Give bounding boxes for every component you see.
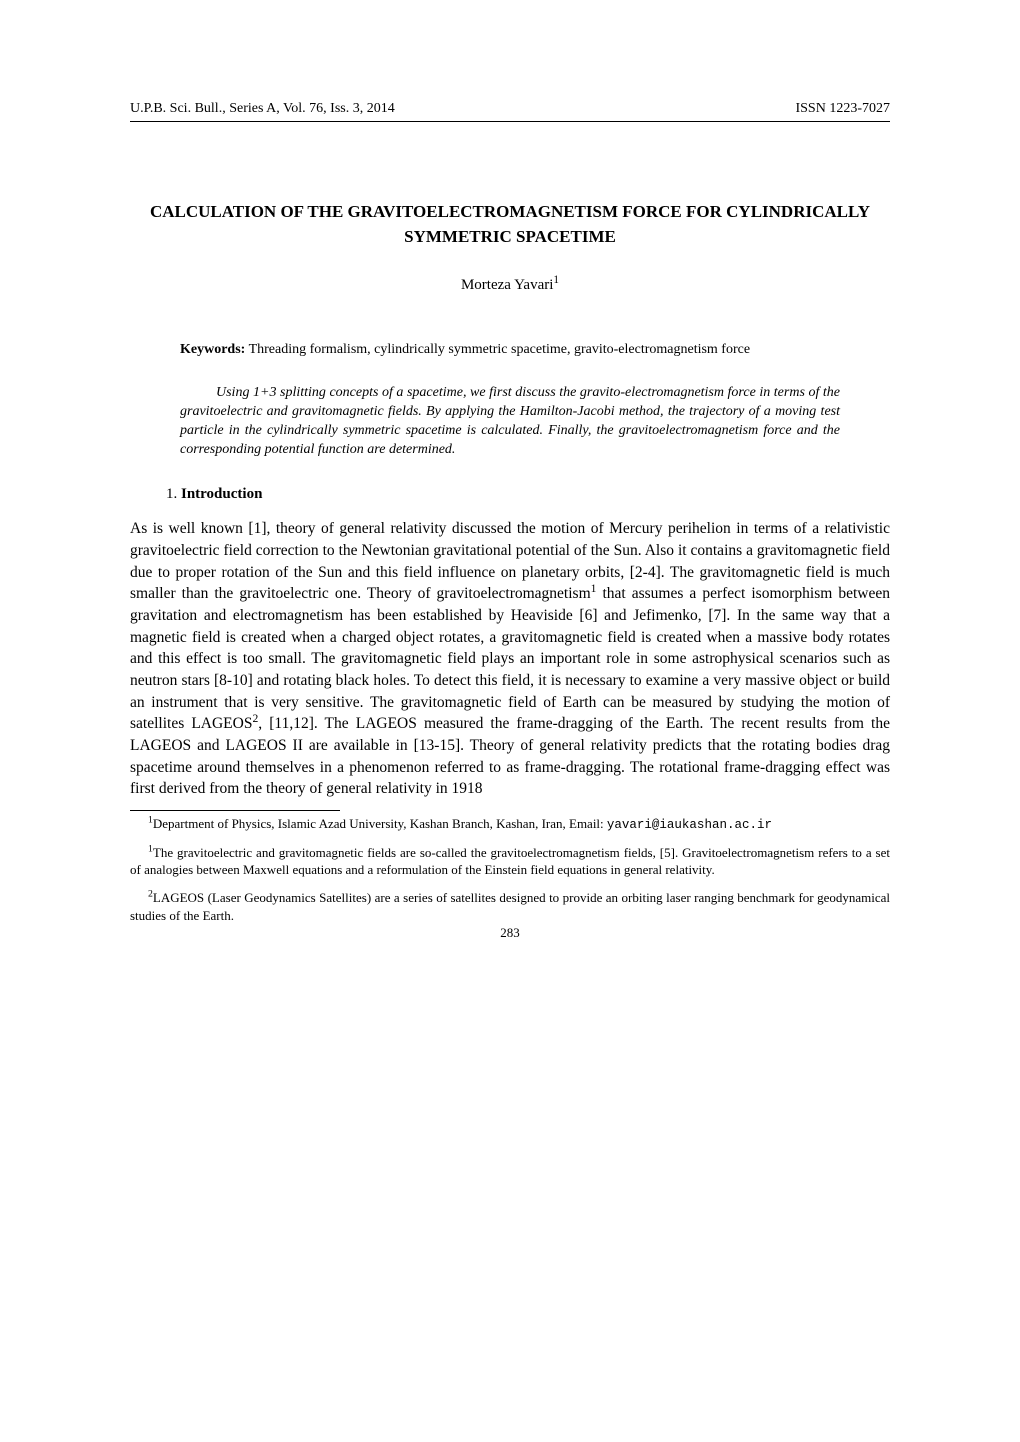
body-paragraph: As is well known [1], theory of general … (130, 518, 890, 800)
affil-email: yavari@iaukashan.ac.ir (607, 818, 772, 832)
header-left: U.P.B. Sci. Bull., Series A, Vol. 76, Is… (130, 100, 395, 119)
header-right: ISSN 1223-7027 (795, 100, 890, 119)
author-name: Morteza Yavari (461, 277, 553, 293)
fn2-text: LAGEOS (Laser Geodynamics Satellites) ar… (130, 890, 890, 923)
footnote-rule (130, 810, 340, 811)
keywords-text: Threading formalism, cylindrically symme… (245, 342, 750, 357)
author-line: Morteza Yavari1 (130, 275, 890, 295)
fn1-text: The gravitoelectric and gravitomagnetic … (130, 845, 890, 878)
section-number: 1. (166, 486, 177, 502)
section-heading: 1. Introduction (166, 484, 890, 504)
keywords-label: Keywords: (180, 342, 245, 357)
page-number: 283 (130, 924, 890, 942)
body-text-b: that assumes a perfect isomorphism betwe… (130, 585, 890, 732)
abstract: Using 1+3 splitting concepts of a spacet… (180, 384, 840, 460)
keywords-block: Keywords: Threading formalism, cylindric… (180, 341, 840, 360)
footnote-1: 1The gravitoelectric and gravitomagnetic… (130, 844, 890, 879)
running-header: U.P.B. Sci. Bull., Series A, Vol. 76, Is… (130, 100, 890, 122)
paper-title: CALCULATION OF THE GRAVITOELECTROMAGNETI… (130, 200, 890, 249)
affiliation-footnote: 1Department of Physics, Islamic Azad Uni… (130, 815, 890, 834)
author-affil-sup: 1 (553, 274, 559, 286)
affil-text: Department of Physics, Islamic Azad Univ… (153, 816, 607, 831)
footnote-2: 2LAGEOS (Laser Geodynamics Satellites) a… (130, 889, 890, 924)
section-title: Introduction (181, 486, 262, 502)
